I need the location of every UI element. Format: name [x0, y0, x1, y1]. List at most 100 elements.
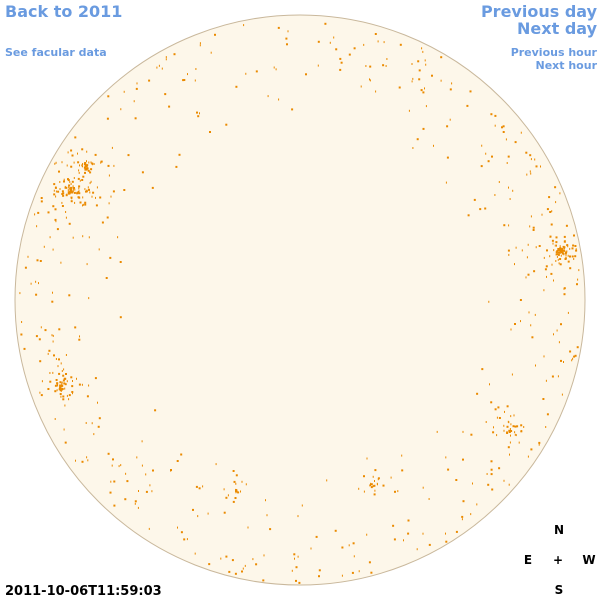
facula-dot — [127, 154, 130, 157]
facula-dot — [510, 415, 512, 418]
facula-dot — [34, 213, 36, 216]
facula-dot — [385, 65, 387, 67]
facula-dot — [23, 347, 26, 350]
facula-dot — [436, 430, 438, 433]
facula-dot — [119, 261, 122, 263]
facula-dot — [40, 394, 43, 397]
facula-dot — [544, 268, 547, 271]
facula-dot — [369, 79, 371, 82]
previous-day-link[interactable]: Previous day — [481, 2, 598, 21]
facula-dot — [41, 380, 43, 383]
facula-dot — [20, 333, 23, 336]
facula-dot — [545, 426, 547, 428]
facula-dot — [496, 416, 498, 419]
facula-dot — [551, 239, 554, 242]
facula-dot — [30, 282, 32, 285]
back-link[interactable]: Back to 2011 — [5, 2, 122, 21]
facula-dot — [54, 390, 57, 393]
facula-dot — [63, 180, 65, 183]
facula-dot — [55, 358, 57, 360]
facula-dot — [508, 224, 510, 227]
facula-dot — [498, 181, 500, 183]
facula-dot — [502, 131, 505, 133]
facula-dot — [535, 364, 536, 367]
facula-dot — [51, 334, 53, 337]
facula-dot — [70, 149, 73, 152]
facula-dot — [275, 68, 277, 71]
facula-dot — [62, 194, 65, 197]
facula-dot — [36, 259, 39, 262]
facula-dot — [324, 22, 327, 25]
facula-dot — [506, 162, 508, 164]
facula-dot — [563, 287, 566, 290]
facula-dot — [548, 196, 551, 199]
facula-dot — [546, 249, 548, 252]
facula-dot — [161, 67, 163, 70]
facula-dot — [91, 422, 93, 425]
facula-dot — [194, 552, 196, 555]
previous-hour-link[interactable]: Previous hour — [511, 46, 598, 59]
facula-dot — [86, 150, 88, 153]
facula-dot — [197, 115, 200, 118]
facula-dot — [339, 68, 342, 71]
facula-dot — [490, 113, 493, 116]
facula-dot — [496, 434, 498, 437]
facula-dot — [86, 164, 89, 167]
facula-dot — [70, 183, 72, 185]
facula-dot — [575, 249, 578, 252]
facula-dot — [82, 203, 84, 206]
facula-dot — [318, 575, 320, 578]
facula-dot — [74, 136, 77, 139]
facula-dot — [36, 225, 38, 228]
facula-dot — [59, 393, 62, 395]
facula-dot — [498, 417, 501, 419]
facula-dot — [183, 538, 186, 541]
facula-dot — [534, 158, 536, 161]
next-day-link[interactable]: Next day — [517, 19, 598, 38]
facula-dot — [266, 514, 268, 517]
facula-dot — [149, 484, 151, 487]
facula-dot — [64, 186, 67, 189]
facula-dot — [526, 256, 528, 259]
facula-dot — [287, 30, 289, 33]
facula-dot — [93, 163, 95, 165]
facula-dot — [63, 382, 66, 385]
facula-dot — [538, 441, 541, 444]
facula-dot — [186, 538, 188, 541]
next-hour-link[interactable]: Next hour — [536, 59, 598, 72]
facula-dot — [341, 546, 344, 549]
facula-dot — [84, 167, 87, 170]
facula-dot — [52, 205, 55, 208]
compass-center: + — [553, 553, 563, 567]
facular-link[interactable]: See facular data — [5, 46, 107, 59]
facula-dot — [134, 117, 137, 120]
facula-dot — [60, 385, 61, 387]
facula-dot — [494, 194, 496, 196]
facula-dot — [54, 384, 57, 387]
facula-dot — [546, 208, 549, 211]
facula-dot — [543, 355, 545, 358]
facula-dot — [514, 141, 517, 144]
facula-dot — [360, 85, 362, 88]
facula-dot — [67, 192, 70, 195]
facula-dot — [232, 470, 235, 472]
facula-dot — [295, 579, 297, 582]
facula-dot — [573, 355, 576, 358]
facula-dot — [88, 161, 90, 164]
facula-dot — [65, 216, 67, 219]
facula-dot — [490, 460, 493, 463]
facula-dot — [73, 177, 75, 179]
facula-dot — [516, 425, 519, 428]
facula-dot — [508, 431, 511, 433]
facula-dot — [446, 156, 449, 159]
facula-dot — [374, 469, 377, 472]
facula-dot — [445, 532, 446, 535]
facula-dot — [489, 383, 490, 386]
facula-dot — [560, 249, 563, 252]
facula-dot — [533, 270, 536, 273]
facula-dot — [207, 512, 209, 515]
facula-dot — [529, 225, 531, 228]
facula-dot — [81, 164, 83, 167]
facula-dot — [557, 258, 559, 261]
facula-dot — [70, 191, 72, 194]
